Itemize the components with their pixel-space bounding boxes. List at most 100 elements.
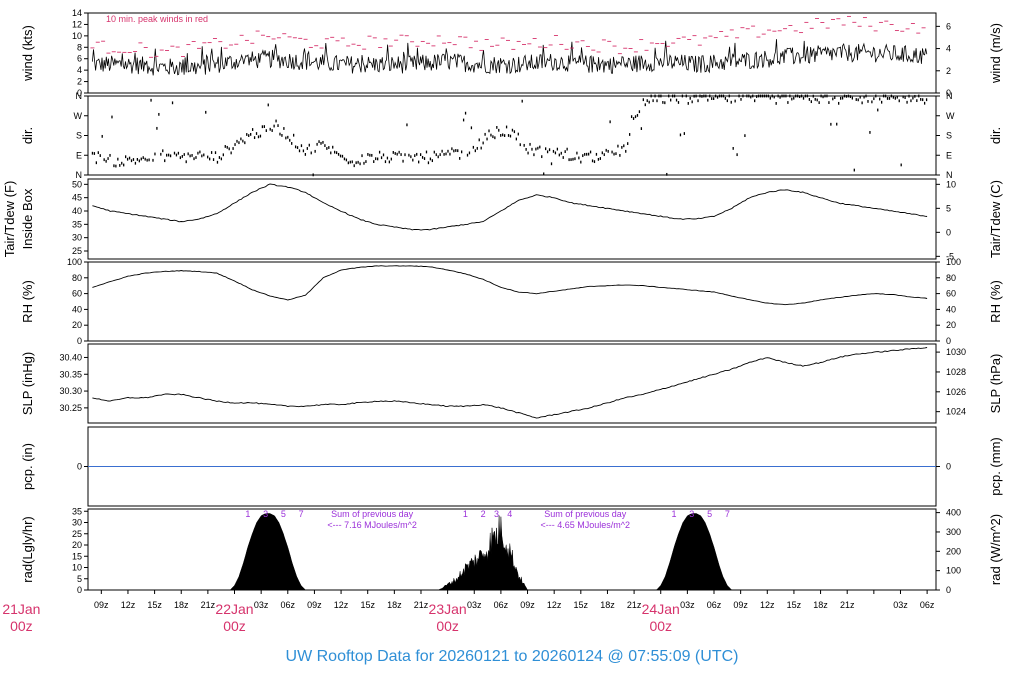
y-tick-label-left: W [74,111,83,121]
x-tick-label: 21z [840,600,855,610]
y-tick-label-right: 1030 [946,347,966,357]
y-axis-label-left: SLP (inHg) [20,352,35,415]
y-axis-label-right: dir. [988,127,1003,144]
y-axis-label-left: wind (kts) [20,25,35,82]
panel-frame [87,12,937,94]
y-tick-label-left: 30.35 [59,369,82,379]
panel-frame [87,178,937,260]
y-tick-label-right: 0 [946,227,951,237]
hour-mark-label: 5 [281,509,286,519]
y-tick-label-left: 0 [77,336,82,346]
y-tick-label-right: 0 [946,88,951,98]
y-tick-label-right: 1026 [946,387,966,397]
hour-mark-label: 7 [725,509,730,519]
y-tick-label-right: 10 [946,179,956,189]
hour-mark-label: 3 [494,509,499,519]
x-tick-label: 09z [733,600,748,610]
hour-mark-label: 1 [463,509,468,519]
y-axis-label-right: pcp. (mm) [988,437,1003,496]
x-tick-label: 06z [707,600,722,610]
x-tick-label: 09z [520,600,535,610]
hour-mark-label: 5 [707,509,712,519]
x-tick-label: 15z [147,600,162,610]
y-tick-label-left: 30.40 [59,352,82,362]
y-tick-label-left: 50 [72,179,82,189]
daily-sum-value: <--- 7.16 MJoules/m^2 [327,520,417,530]
x-tick-label: 18z [813,600,828,610]
y-tick-label-right: 5 [946,203,951,213]
chart-title: UW Rooftop Data for 20260121 to 20260124… [285,648,739,665]
daily-sum-heading: Sum of previous day [544,509,627,519]
x-tick-label: 03z [467,600,482,610]
y-tick-label-right: N [946,170,953,180]
panel-pressure: 30.25 30.30 30.35 30.40 1024 1026 1028 1030 SLP … [20,343,1003,424]
y-axis-label-left: rad(Lgly/hr) [20,516,35,582]
day-label-time: 00z [10,618,33,634]
y-tick-label-left: S [76,131,82,141]
y-axis-label-right: Tair/Tdew (C) [988,180,1003,258]
hour-mark-label: 1 [672,509,677,519]
y-tick-label-left: 25 [72,246,82,256]
peak-wind-note: 10 min. peak winds in red [106,14,208,24]
hour-mark-label: 1 [245,509,250,519]
y-tick-label-right: 400 [946,508,961,518]
y-tick-label-left: 10 [72,563,82,573]
radiation-area [655,513,733,591]
y-tick-label-right: 20 [946,320,956,330]
y-tick-label-left: N [76,170,83,180]
y-tick-label-left: 40 [72,206,82,216]
y-tick-label-right: 6 [946,21,951,31]
y-tick-label-right: 40 [946,304,956,314]
day-label-date: 22Jan [215,601,253,617]
y-tick-label-right: S [946,131,952,141]
day-label-date: 24Jan [642,601,680,617]
y-tick-label-right: 100 [946,566,961,576]
y-tick-label-left: E [76,150,82,160]
y-tick-label-right: 0 [946,585,951,595]
y-tick-label-right: W [946,111,955,121]
x-tick-label: 21z [414,600,429,610]
hour-mark-label: 2 [481,509,486,519]
hour-mark-label: 3 [689,509,694,519]
y-tick-label-left: 25 [72,529,82,539]
y-tick-label-left: 30 [72,233,82,243]
x-tick-label: 15z [787,600,802,610]
y-axis-label-right: rad (W/m^2) [988,514,1003,585]
y-tick-label-left: 0 [77,462,82,472]
y-tick-label-left: 30.25 [59,403,82,413]
y-tick-label-right: 100 [946,257,961,267]
x-tick-label: 12z [334,600,349,610]
hour-mark-label: 7 [299,509,304,519]
x-tick-label: 09z [94,600,109,610]
time-axis: 09z 12z 15z 18z 21z 03z 06z 09z 12z 15z 18z 21z 03z 0… [2,589,936,634]
x-tick-label: 03z [893,600,908,610]
x-tick-label: 03z [254,600,269,610]
y-tick-label-left: 2 [77,77,82,87]
y-tick-label-left: 12 [72,19,82,29]
x-tick-label: 18z [600,600,615,610]
y-tick-label-right: -5 [946,251,954,261]
y-tick-label-left: N [76,91,83,101]
panel-temperature: 25 30 35 40 45 50 -5 0 5 10 Tair/Tdew (F) Inside Bo… [2,178,1003,261]
x-tick-label: 15z [574,600,589,610]
radiation-area [437,515,528,591]
humidity-line [92,265,928,306]
pressure-line [92,347,928,419]
y-axis-label-left2: Inside Box [20,188,35,249]
y-axis-label-right: SLP (hPa) [988,354,1003,414]
day-label-time: 00z [223,618,246,634]
radiation-area [229,513,307,591]
panel-frame [87,261,937,342]
y-tick-label-right: 0 [946,462,951,472]
x-tick-label: 06z [281,600,296,610]
hour-mark-label: 3 [263,509,268,519]
y-tick-label-left: 6 [77,54,82,64]
y-tick-label-right: 4 [946,44,951,54]
panel-precipitation: 0 0 pcp. (in) pcp. (mm) [20,426,1003,507]
daily-sum-value: <--- 4.65 MJoules/m^2 [540,520,630,530]
panel-frame [87,343,937,424]
